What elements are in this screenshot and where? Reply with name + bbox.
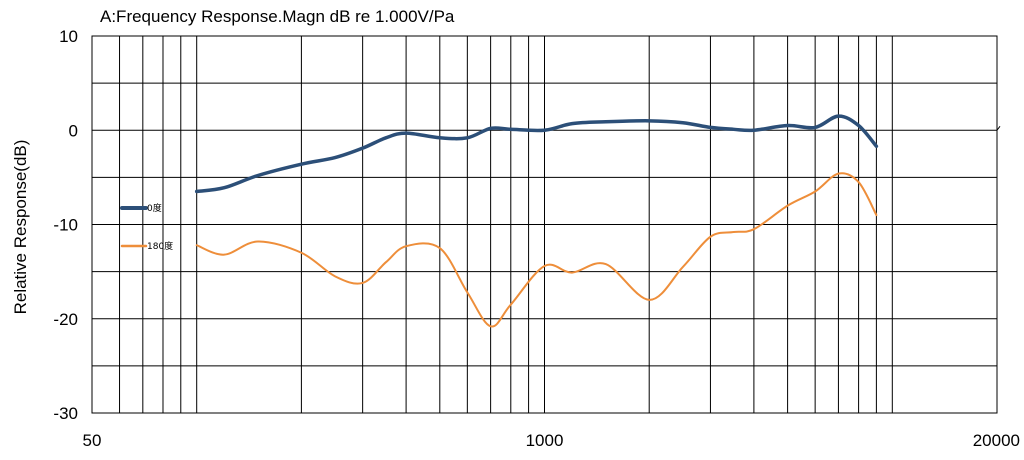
legend: 0度 180度 <box>120 202 173 252</box>
x-tick-labels: 50 1000 20000 <box>83 431 1020 450</box>
y-tick-label: -20 <box>53 310 78 329</box>
legend-label: 180度 <box>147 240 173 252</box>
x-tick-label: 1000 <box>526 431 564 450</box>
y-tick-label: 10 <box>59 27 78 46</box>
series-line-blue <box>194 114 879 194</box>
legend-item: 180度 <box>120 240 173 252</box>
axis-tick <box>996 125 1001 131</box>
y-tick-label: -30 <box>53 404 78 423</box>
series-line-orange <box>195 172 878 328</box>
y-tick-labels: 10 0 -10 -20 -30 <box>53 27 78 423</box>
legend-label: 0度 <box>147 202 162 214</box>
series-lines <box>194 114 879 328</box>
x-tick-label: 50 <box>83 431 102 450</box>
x-tick-label: 20000 <box>973 431 1020 450</box>
y-tick-label: 0 <box>69 121 78 140</box>
chart-title: A:Frequency Response.Magn dB re 1.000V/P… <box>100 7 455 26</box>
y-axis-label: Relative Response(dB) <box>11 140 30 315</box>
y-tick-label: -10 <box>53 216 78 235</box>
grid-lines <box>91 35 1001 414</box>
legend-item: 0度 <box>120 202 162 214</box>
